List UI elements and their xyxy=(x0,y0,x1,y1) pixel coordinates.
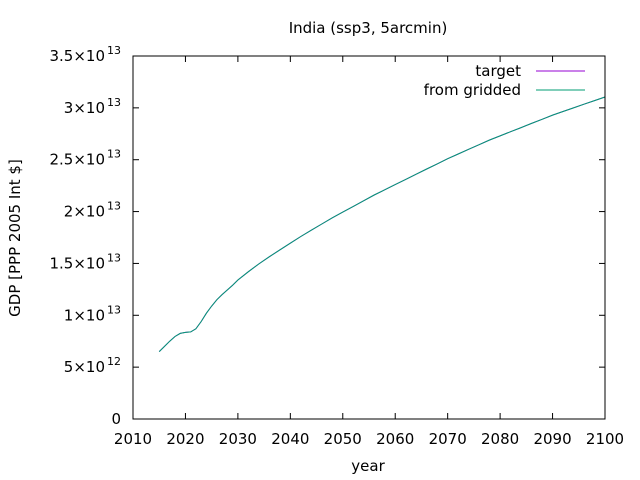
x-tick-label: 2090 xyxy=(533,430,571,448)
series-layer xyxy=(158,96,606,352)
y-tick-exponent: 13 xyxy=(107,251,121,264)
y-tick-exponent: 13 xyxy=(107,303,121,316)
y-tick-mantissa: 1.5×10 xyxy=(49,254,105,272)
y-tick-mantissa: 2×10 xyxy=(64,203,105,221)
y-tick-mantissa: 5×10 xyxy=(64,358,105,376)
x-tick-label: 2070 xyxy=(429,430,467,448)
x-tick-label: 2010 xyxy=(114,430,152,448)
y-tick-label: 5×10 12 xyxy=(64,355,121,376)
legend-label: target xyxy=(475,62,521,80)
y-tick-exponent: 12 xyxy=(107,355,121,368)
chart-title: India (ssp3, 5arcmin) xyxy=(289,19,448,37)
y-tick-mantissa: 3.5×10 xyxy=(49,47,105,65)
y-tick-mantissa: 1×10 xyxy=(64,306,105,324)
y-tick-label: 3.5×10 13 xyxy=(49,44,121,65)
series-line-from-gridded xyxy=(158,96,606,352)
y-tick-mantissa: 0 xyxy=(111,410,121,428)
y-tick-exponent: 13 xyxy=(107,96,121,109)
y-tick-label: 3×10 13 xyxy=(64,96,121,117)
x-tick-label: 2050 xyxy=(324,430,362,448)
y-tick-mantissa: 3×10 xyxy=(64,99,105,117)
y-tick-exponent: 13 xyxy=(107,200,121,213)
y-tick-label: 2.5×10 13 xyxy=(49,148,121,169)
x-tick-label: 2040 xyxy=(271,430,309,448)
x-tick-label: 2060 xyxy=(376,430,414,448)
x-tick-label: 2080 xyxy=(481,430,519,448)
y-tick-mantissa: 2.5×10 xyxy=(49,151,105,169)
y-axis-label: GDP [PPP 2005 Int $] xyxy=(6,159,24,317)
y-tick-label: 2×10 13 xyxy=(64,200,121,221)
x-tick-label: 2020 xyxy=(166,430,204,448)
x-tick-label: 2030 xyxy=(219,430,257,448)
y-tick-exponent: 13 xyxy=(107,44,121,57)
axis-ticks: 2010 2020 2030 2040 2050 2060 2070 2080 2090 2100… xyxy=(49,44,624,448)
y-tick-exponent: 13 xyxy=(107,148,121,161)
y-tick-label: 0 xyxy=(111,410,121,428)
x-axis-label: year xyxy=(351,457,385,475)
series-line-target xyxy=(158,96,606,352)
legend-label: from gridded xyxy=(424,81,521,99)
x-tick-label: 2100 xyxy=(586,430,624,448)
plot-frame xyxy=(132,55,606,420)
y-tick-label: 1×10 13 xyxy=(64,303,121,324)
y-tick-label: 1.5×10 13 xyxy=(49,251,121,272)
